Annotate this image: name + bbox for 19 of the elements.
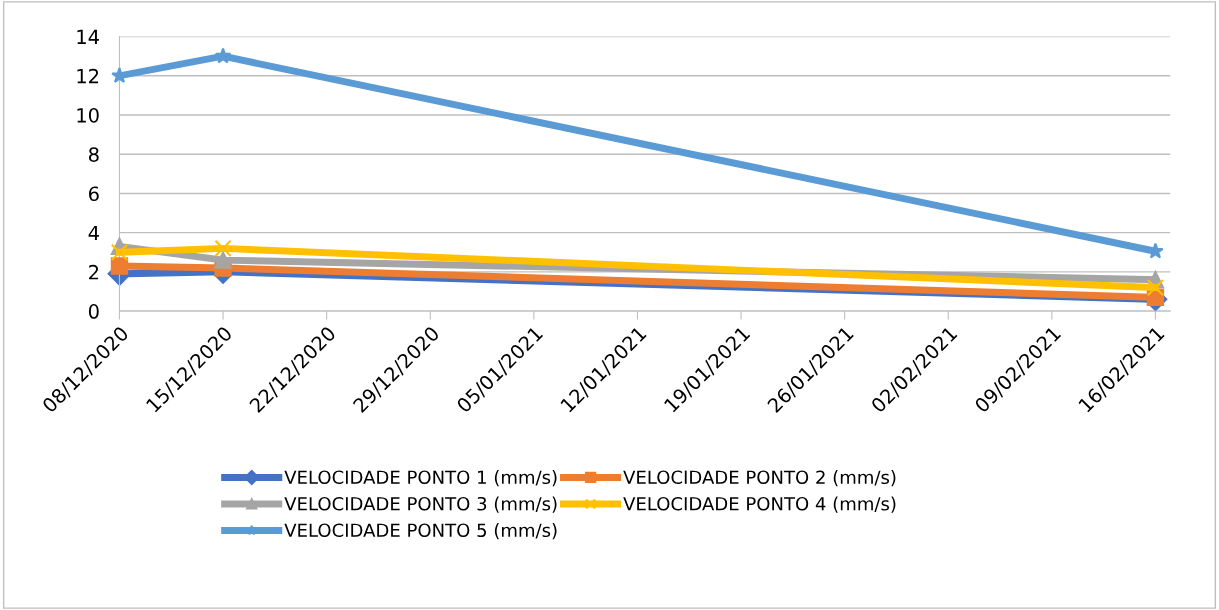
legend-label: VELOCIDADE PONTO 1 (mm/s) [284, 470, 557, 487]
legend-label: VELOCIDADE PONTO 3 (mm/s) [284, 496, 557, 513]
y-tick-label: 2 [89, 264, 99, 280]
legend-label: VELOCIDADE PONTO 5 (mm/s) [284, 523, 557, 540]
y-tick-label: 14 [77, 29, 99, 44]
y-tick-label: 4 [88, 225, 99, 241]
point [214, 239, 232, 258]
point [110, 257, 129, 275]
legend-label: VELOCIDADE PONTO 4 (mm/s) [623, 496, 896, 513]
point [214, 47, 232, 64]
y-tick-label: 0 [88, 304, 99, 319]
point [214, 251, 232, 269]
point [1146, 278, 1165, 297]
y-tick-label: 8 [88, 147, 99, 162]
y-tick-label: 6 [89, 186, 99, 202]
y-tick-label: 12 [77, 68, 99, 84]
y-tick-label: 10 [77, 107, 99, 123]
point [110, 243, 129, 261]
legend-label: VELOCIDADE PONTO 2 (mm/s) [623, 470, 896, 487]
